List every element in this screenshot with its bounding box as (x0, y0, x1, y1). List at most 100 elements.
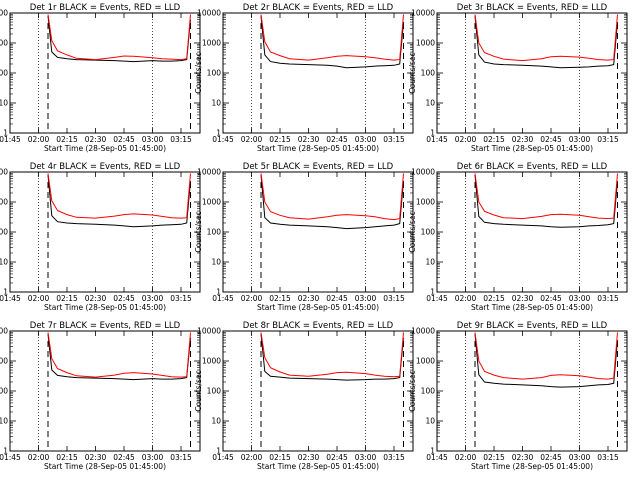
x-tick-label: 02:00 (455, 135, 477, 144)
x-tick-label: 02:00 (241, 294, 263, 303)
x-tick-label: 03:00 (355, 135, 377, 144)
x-tick-label: 03:15 (170, 453, 192, 462)
x-axis-label: Start Time (28-Sep-05 01:45:00) (471, 303, 593, 312)
y-tick-label: 100 (0, 387, 8, 396)
panel-title: Det 9r BLACK = Events, RED = LLD (457, 321, 608, 331)
x-tick-label: 03:00 (569, 135, 591, 144)
series-lld-line (260, 332, 404, 378)
y-tick-label: 100 (207, 69, 222, 78)
x-axis-label: Start Time (28-Sep-05 01:45:00) (257, 144, 379, 153)
y-tick-label: 1 (430, 129, 435, 138)
series-lld-line (474, 14, 618, 62)
series-events-line (474, 333, 618, 388)
x-tick-label: 02:45 (113, 135, 135, 144)
panel-5: Det 5r BLACK = Events, RED = LLD 1 10 100 10… (194, 162, 414, 312)
y-tick-label: 1 (216, 288, 221, 297)
x-tick-label: 03:15 (383, 453, 405, 462)
x-tick-label: 03:15 (597, 294, 619, 303)
x-axis-label: Start Time (28-Sep-05 01:45:00) (44, 462, 166, 471)
y-tick-label: 100 (0, 69, 8, 78)
series-events-line (474, 174, 618, 228)
x-tick-label: 02:00 (28, 294, 50, 303)
x-tick-label: 03:00 (355, 294, 377, 303)
x-tick-label: 01:45 (212, 453, 234, 462)
x-tick-label: 03:15 (597, 135, 619, 144)
y-tick-label: 10 (425, 417, 435, 426)
y-tick-label: 10 (0, 99, 8, 108)
y-tick-label: 10 (425, 99, 435, 108)
y-tick-label: 10000 (197, 9, 221, 18)
panel-7: Det 7r BLACK = Events, RED = LLD 1 10 100 10… (0, 321, 201, 471)
y-axis-label: Counts/sec (408, 52, 417, 93)
series-lld-line (47, 14, 191, 61)
y-tick-label: 1 (430, 288, 435, 297)
y-tick-label: 1000 (202, 198, 221, 207)
x-axis-label: Start Time (28-Sep-05 01:45:00) (471, 144, 593, 153)
y-tick-label: 10 (211, 417, 221, 426)
x-tick-label: 02:15 (56, 294, 78, 303)
x-tick-label: 02:30 (298, 294, 320, 303)
y-tick-label: 1 (216, 447, 221, 456)
series-events-line (474, 15, 618, 69)
panel-8: Det 8r BLACK = Events, RED = LLD 1 10 100 10… (194, 321, 414, 471)
x-axis-label: Start Time (28-Sep-05 01:45:00) (471, 462, 593, 471)
x-tick-label: 01:45 (212, 294, 234, 303)
series-lld-line (474, 173, 618, 220)
x-tick-label: 02:30 (298, 135, 320, 144)
x-tick-label: 02:45 (540, 135, 562, 144)
x-tick-label: 01:45 (0, 453, 21, 462)
y-tick-label: 1000 (202, 357, 221, 366)
x-tick-label: 02:15 (269, 135, 291, 144)
y-tick-label: 10000 (0, 168, 8, 177)
x-tick-label: 01:45 (426, 135, 448, 144)
series-events-line (260, 333, 404, 381)
y-axis-label: Counts/sec (194, 370, 203, 411)
x-axis-label: Start Time (28-Sep-05 01:45:00) (257, 462, 379, 471)
x-tick-label: 03:15 (383, 294, 405, 303)
x-tick-label: 03:15 (597, 453, 619, 462)
y-tick-label: 10000 (411, 9, 435, 18)
x-tick-label: 01:45 (0, 294, 21, 303)
series-lld-line (260, 173, 404, 221)
y-tick-label: 1 (3, 447, 8, 456)
x-tick-label: 02:45 (113, 294, 135, 303)
y-tick-label: 100 (0, 228, 8, 237)
y-tick-label: 1 (3, 129, 8, 138)
y-tick-label: 10 (0, 258, 8, 267)
y-tick-label: 10000 (411, 168, 435, 177)
x-tick-label: 02:00 (28, 135, 50, 144)
x-axis-label: Start Time (28-Sep-05 01:45:00) (44, 303, 166, 312)
x-tick-label: 02:00 (241, 453, 263, 462)
y-tick-label: 10000 (197, 327, 221, 336)
x-tick-label: 03:00 (569, 453, 591, 462)
y-tick-label: 1000 (0, 357, 8, 366)
x-tick-label: 02:30 (512, 453, 534, 462)
panel-title: Det 2r BLACK = Events, RED = LLD (243, 3, 394, 13)
panel-title: Det 6r BLACK = Events, RED = LLD (457, 162, 608, 172)
x-tick-label: 02:15 (483, 294, 505, 303)
x-tick-label: 02:30 (85, 135, 107, 144)
y-tick-label: 100 (421, 228, 436, 237)
x-tick-label: 02:30 (512, 294, 534, 303)
y-tick-label: 1000 (416, 198, 435, 207)
x-tick-label: 02:45 (540, 294, 562, 303)
x-tick-label: 03:15 (383, 135, 405, 144)
series-events-line (47, 174, 191, 228)
x-axis-label: Start Time (28-Sep-05 01:45:00) (44, 144, 166, 153)
y-tick-label: 1000 (416, 357, 435, 366)
x-tick-label: 01:45 (426, 294, 448, 303)
x-tick-label: 02:30 (85, 294, 107, 303)
series-events-line (260, 15, 404, 69)
panel-title: Det 8r BLACK = Events, RED = LLD (243, 321, 394, 331)
x-tick-label: 02:15 (56, 135, 78, 144)
y-tick-label: 10000 (411, 327, 435, 336)
panel-title: Det 7r BLACK = Events, RED = LLD (30, 321, 181, 331)
x-tick-label: 03:00 (142, 135, 164, 144)
y-axis-label: Counts/sec (194, 52, 203, 93)
series-lld-line (474, 332, 618, 380)
y-tick-label: 1 (3, 288, 8, 297)
y-tick-label: 10 (211, 258, 221, 267)
x-tick-label: 02:15 (483, 453, 505, 462)
panel-9: Det 9r BLACK = Events, RED = LLD 1 10 100 10… (408, 321, 628, 471)
